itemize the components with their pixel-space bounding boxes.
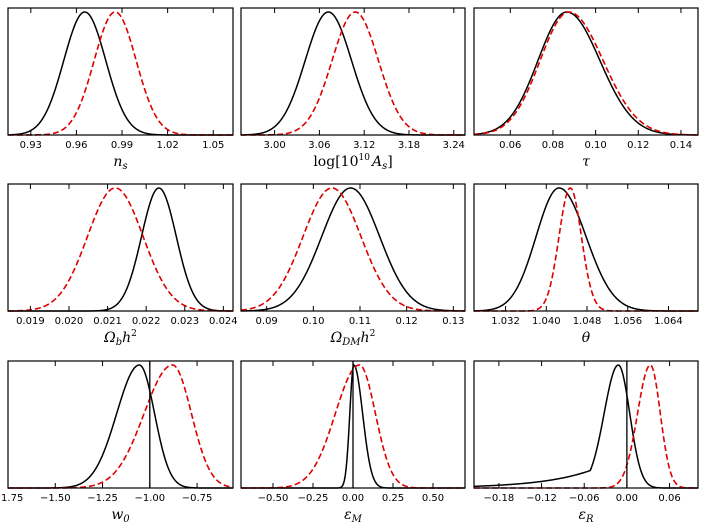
axes-frame-ns: [7, 7, 234, 136]
series-solid-As: [240, 11, 465, 136]
tick-label-w0: −1.50: [40, 493, 71, 504]
axes-frame-epsR: [473, 360, 699, 489]
tick-label-w0: −0.75: [182, 493, 213, 504]
tick-label-As: 3.06: [308, 140, 330, 151]
series-solid-omegab: [8, 187, 234, 312]
axis-title-tau: τ: [582, 154, 590, 170]
tick-label-tau: 0.14: [670, 140, 692, 151]
axis-title-epsM: εM: [344, 507, 363, 525]
tick-label-theta: 1.040: [532, 316, 561, 327]
tick-label-ns: 1.05: [202, 140, 224, 151]
tick-label-omegadm: 0.11: [349, 316, 371, 327]
tick-label-omegab: 0.019: [16, 316, 45, 327]
tick-label-omegab: 0.023: [170, 316, 199, 327]
axes-frame-w0: [7, 360, 234, 489]
panel-w0: −1.75 −1.50 −1.25 −1.00 −0.75 w0: [0, 360, 234, 525]
tick-label-tau: 0.10: [584, 140, 606, 151]
series-dashed-omegadm: [240, 187, 465, 312]
series-solid-ns: [7, 11, 233, 136]
tick-label-epsM: 0.00: [342, 493, 364, 504]
series-solid-theta: [473, 187, 698, 312]
tick-label-tau: 0.06: [499, 140, 521, 151]
series-dashed-omegab: [7, 187, 233, 312]
axes-frame-As: [240, 7, 466, 136]
series-solid-epsR: [473, 364, 698, 489]
panel-ns: 0.93 0.96 0.99 1.02 1.05 ns: [7, 7, 234, 172]
axes-frame-tau: [473, 7, 699, 136]
panel-epsM: −0.50 −0.25 0.00 0.25 0.50 εM: [240, 360, 466, 525]
tick-label-omegadm: 0.09: [256, 316, 278, 327]
panel-omegab: 0.019 0.020 0.021 0.022 0.023 0.024 Ωbh2: [7, 183, 238, 348]
tick-label-omegab: 0.024: [209, 316, 238, 327]
tick-label-omegadm: 0.12: [396, 316, 418, 327]
tick-label-w0: −1.25: [87, 493, 118, 504]
tick-label-ns: 0.93: [20, 140, 42, 151]
tick-label-As: 3.18: [398, 140, 420, 151]
tick-label-theta: 1.064: [654, 316, 683, 327]
tick-label-theta: 1.048: [573, 316, 602, 327]
tick-label-As: 3.12: [353, 140, 375, 151]
series-solid-omegadm: [240, 187, 466, 312]
tick-label-epsR: 0.06: [658, 493, 680, 504]
tick-label-tau: 0.08: [542, 140, 564, 151]
axis-title-w0: w0: [111, 507, 130, 525]
tick-label-theta: 1.032: [491, 316, 520, 327]
tick-label-epsR: −0.18: [484, 493, 515, 504]
tick-label-ns: 0.99: [111, 140, 133, 151]
axes-frame-theta: [473, 183, 699, 312]
tick-label-omegab: 0.020: [55, 316, 84, 327]
axis-title-As: log[1010 As]: [313, 153, 392, 172]
axis-title-epsR: εR: [578, 507, 594, 525]
axes-frame-omegadm: [240, 183, 466, 312]
tick-label-epsR: −0.06: [569, 493, 600, 504]
tick-label-epsM: 0.25: [382, 493, 404, 504]
tick-label-w0: −1.75: [0, 493, 23, 504]
tick-label-omegab: 0.021: [93, 316, 122, 327]
panel-epsR: −0.18 −0.12 −0.06 0.00 0.06 εR: [473, 360, 699, 525]
series-dashed-theta: [474, 187, 698, 312]
series-dashed-As: [241, 11, 465, 136]
series-solid-w0: [8, 364, 233, 489]
tick-label-epsR: −0.12: [526, 493, 557, 504]
panel-theta: 1.032 1.040 1.048 1.056 1.064 θ: [473, 183, 699, 346]
tick-label-epsM: −0.50: [258, 493, 289, 504]
tick-label-omegadm: 0.10: [302, 316, 324, 327]
tick-label-w0: −1.00: [134, 493, 165, 504]
tick-label-omegab: 0.022: [132, 316, 161, 327]
panel-As: 3.00 3.06 3.12 3.18 3.24 log[1010 As]: [240, 7, 466, 172]
series-dashed-ns: [8, 11, 233, 136]
axis-title-theta: θ: [582, 330, 591, 346]
panel-tau: 0.06 0.08 0.10 0.12 0.14 τ: [473, 7, 699, 170]
tick-label-epsR: 0.00: [616, 493, 638, 504]
series-dashed-w0: [8, 364, 234, 489]
tick-label-As: 3.24: [443, 140, 465, 151]
panel-omegadm: 0.09 0.10 0.11 0.12 0.13 ΩDMh2: [240, 183, 466, 348]
series-dashed-epsR: [474, 364, 698, 489]
tick-label-theta: 1.056: [613, 316, 642, 327]
axis-title-omegadm: ΩDMh2: [330, 329, 376, 348]
tick-label-epsM: 0.50: [422, 493, 444, 504]
axis-title-ns: ns: [113, 154, 127, 172]
tick-label-ns: 0.96: [65, 140, 87, 151]
tick-label-As: 3.00: [263, 140, 285, 151]
tick-label-epsM: −0.25: [298, 493, 329, 504]
axes-frame-omegab: [7, 183, 234, 312]
tick-label-omegadm: 0.13: [442, 316, 464, 327]
tick-label-tau: 0.12: [627, 140, 649, 151]
tick-label-ns: 1.02: [156, 140, 178, 151]
axis-title-omegab: Ωbh2: [103, 329, 137, 348]
series-solid-tau: [473, 11, 698, 136]
